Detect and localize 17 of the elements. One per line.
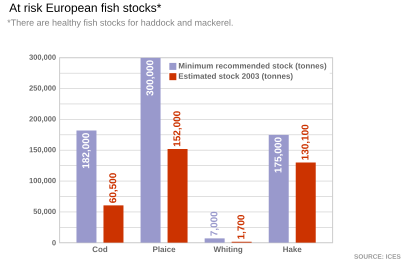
bar — [103, 205, 124, 243]
data-label: 1,700 — [237, 214, 246, 239]
data-label: 175,000 — [274, 137, 283, 172]
chart-title: At risk European fish stocks* — [9, 3, 162, 14]
bar — [296, 162, 316, 243]
chart-subtitle: *There are healthy fish stocks for haddock and mackerel. — [7, 19, 233, 28]
bar — [76, 130, 96, 243]
bar — [268, 134, 289, 243]
data-label: 60,500 — [109, 173, 118, 203]
data-label: 300,000 — [146, 60, 155, 96]
data-label: 182,000 — [82, 133, 91, 168]
bar — [168, 149, 188, 243]
data-label: 7,000 — [210, 212, 219, 236]
bar — [140, 58, 161, 243]
bar — [204, 238, 225, 243]
data-label: 130,100 — [301, 124, 310, 160]
data-label: 152,000 — [173, 111, 182, 146]
